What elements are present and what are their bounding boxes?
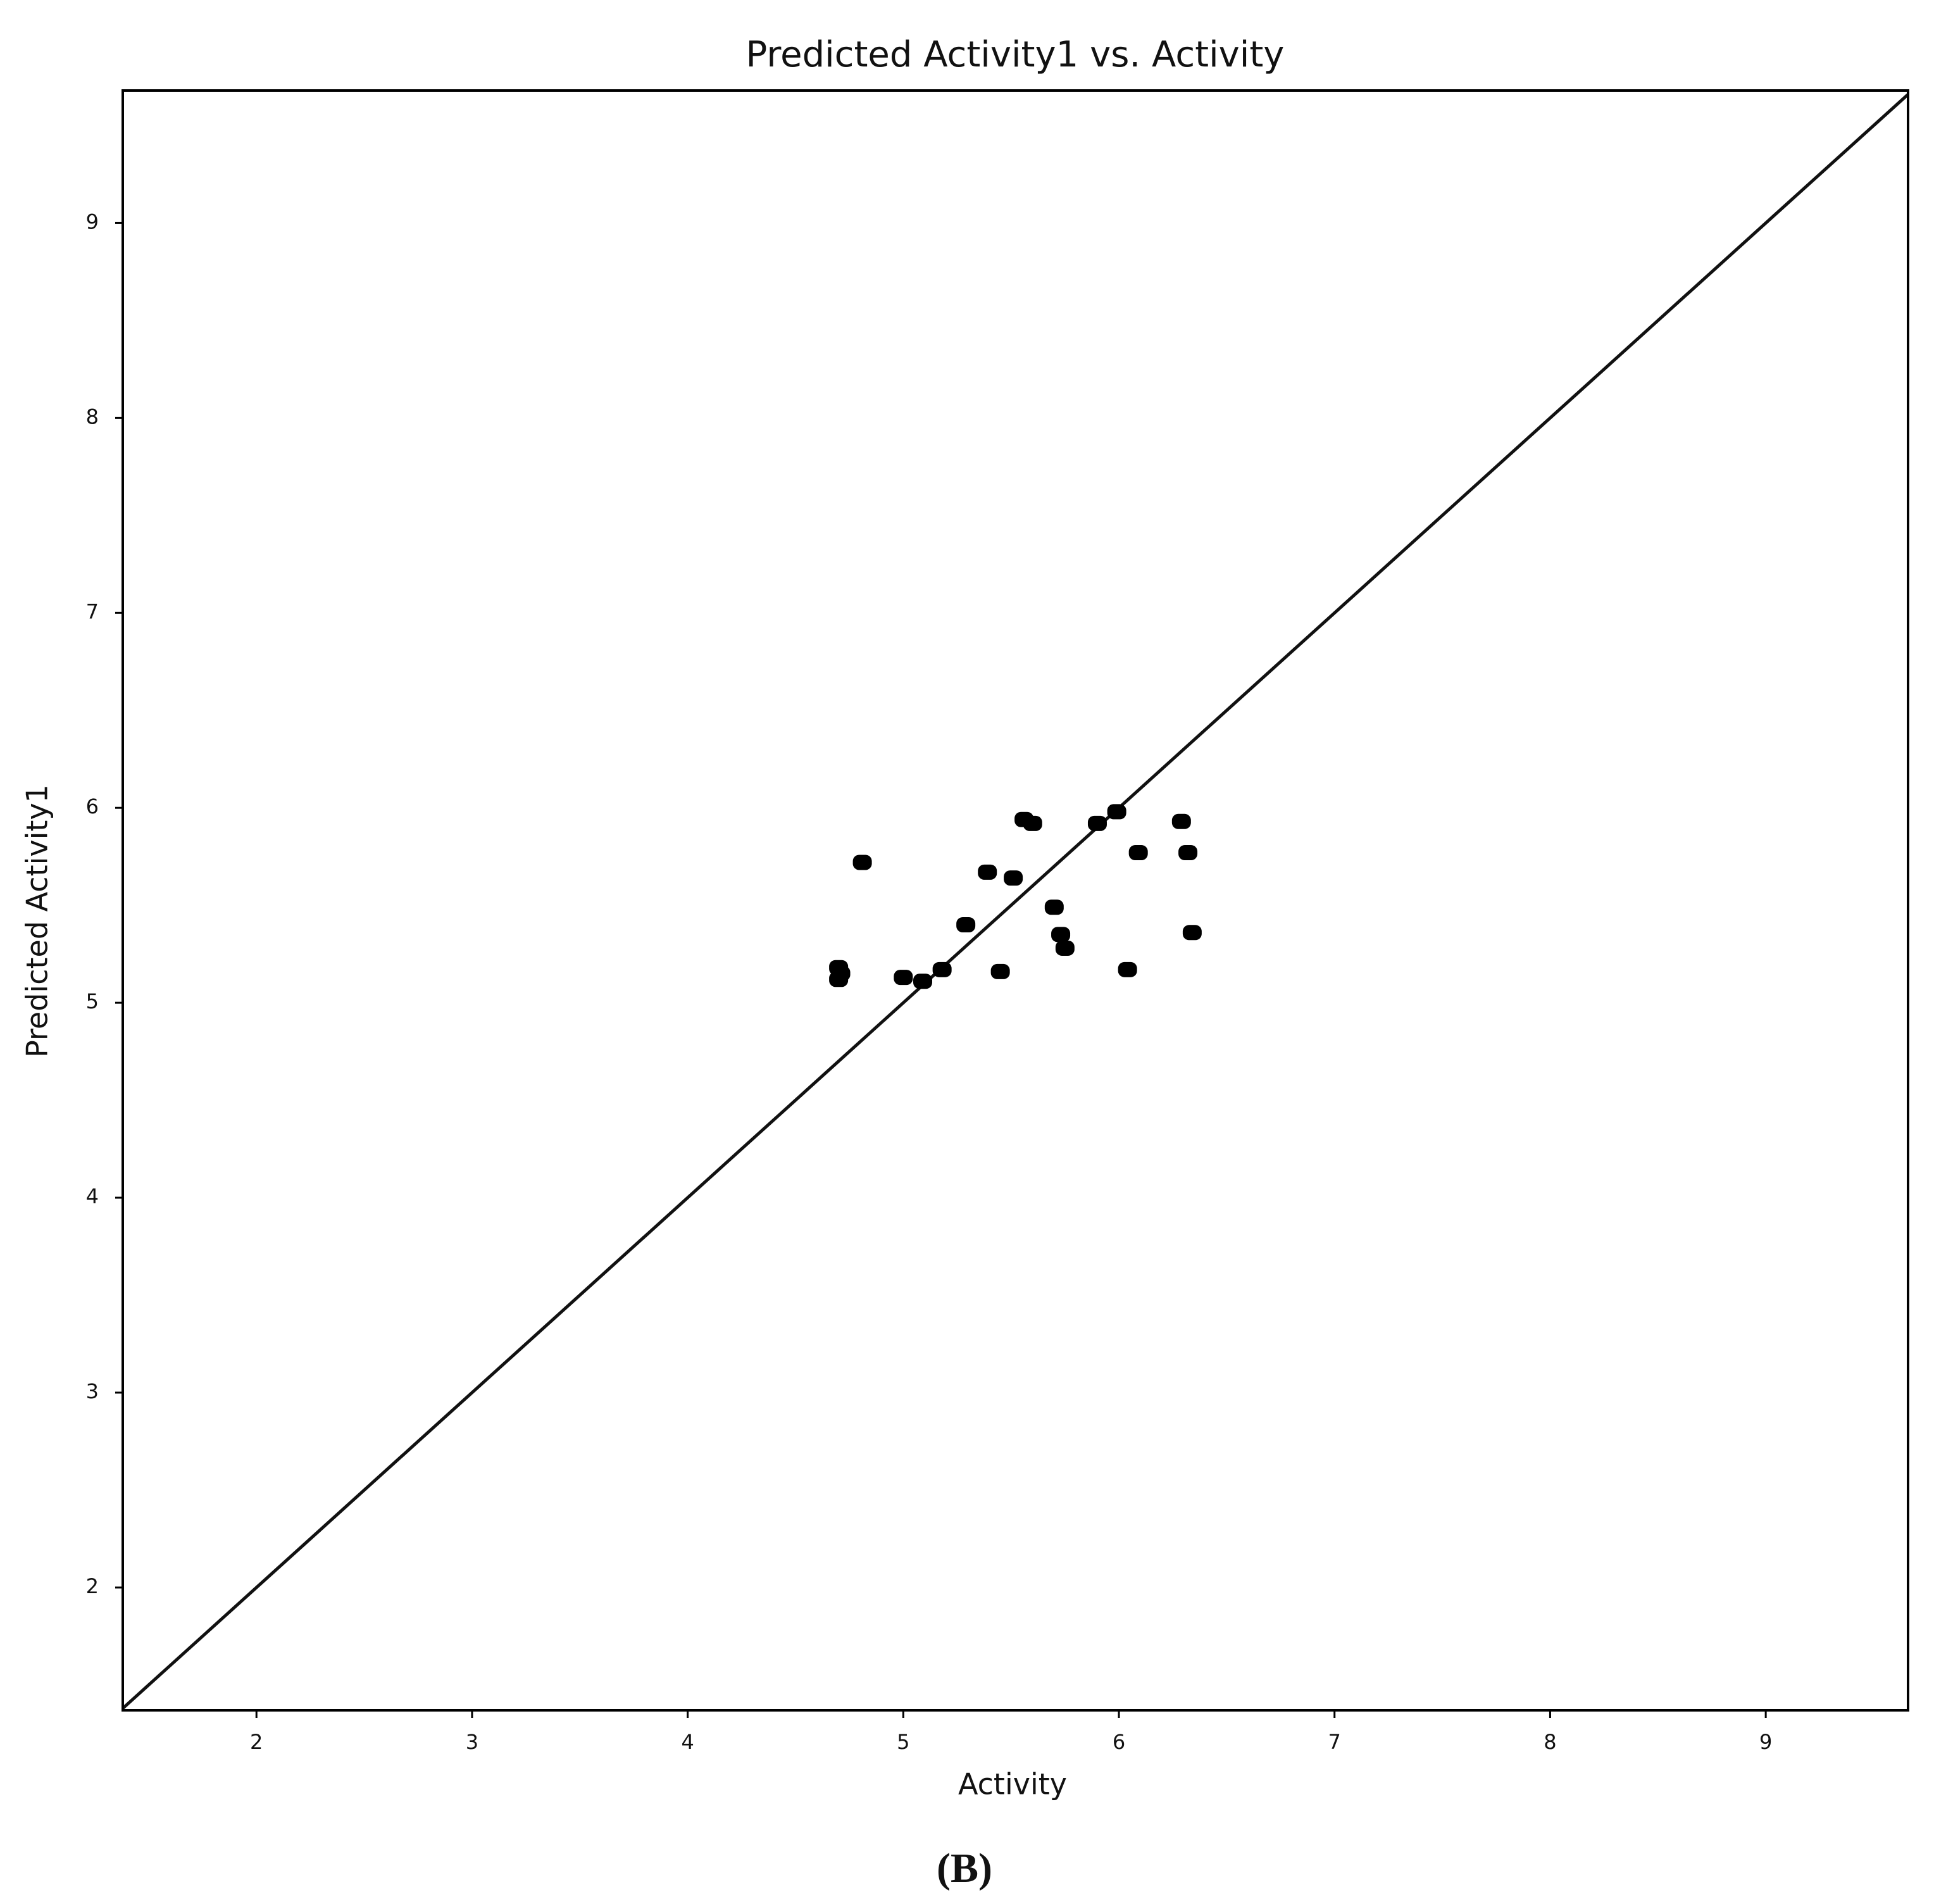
point bbox=[1055, 940, 1075, 956]
point bbox=[831, 965, 851, 981]
x-tick-label: 6 bbox=[1113, 1730, 1125, 1754]
y-tick-label: 7 bbox=[86, 599, 99, 623]
point bbox=[990, 963, 1010, 979]
point bbox=[913, 974, 932, 989]
x-tick-label: 2 bbox=[250, 1730, 263, 1754]
x-tick-label: 7 bbox=[1328, 1730, 1341, 1754]
point bbox=[1107, 804, 1126, 820]
point bbox=[1182, 925, 1202, 941]
point bbox=[1004, 870, 1023, 886]
y-tick-label: 4 bbox=[86, 1184, 99, 1208]
point bbox=[1087, 815, 1107, 831]
y-axis-label: Predicted Activity1 bbox=[20, 784, 54, 1058]
point bbox=[1044, 899, 1064, 915]
point bbox=[1023, 815, 1042, 831]
caption: (B) bbox=[937, 1845, 992, 1891]
point bbox=[932, 961, 952, 977]
point bbox=[978, 864, 997, 880]
x-tick-label: 8 bbox=[1544, 1730, 1556, 1754]
x-tick-label: 5 bbox=[897, 1730, 909, 1754]
x-axis-label: Activity bbox=[958, 1767, 1067, 1801]
y-tick-label: 2 bbox=[86, 1574, 99, 1598]
identity-line bbox=[122, 93, 1909, 1710]
y-tick-label: 9 bbox=[86, 210, 99, 234]
point bbox=[1051, 927, 1071, 943]
y-tick-label: 5 bbox=[86, 989, 99, 1013]
y-tick-label: 3 bbox=[86, 1379, 99, 1403]
point bbox=[1171, 813, 1191, 829]
point bbox=[894, 970, 913, 986]
y-tick-label: 6 bbox=[86, 794, 99, 818]
point bbox=[852, 855, 872, 870]
x-tick-label: 9 bbox=[1759, 1730, 1772, 1754]
plot-frame bbox=[122, 89, 1909, 1712]
x-tick-label: 3 bbox=[466, 1730, 478, 1754]
point bbox=[1178, 845, 1198, 861]
x-tick-label: 4 bbox=[681, 1730, 694, 1754]
point bbox=[956, 917, 976, 932]
point bbox=[1118, 961, 1137, 977]
point bbox=[1128, 845, 1148, 861]
y-tick-label: 8 bbox=[86, 404, 99, 429]
chart-title: Predicted Activity1 vs. Activity bbox=[746, 34, 1285, 75]
